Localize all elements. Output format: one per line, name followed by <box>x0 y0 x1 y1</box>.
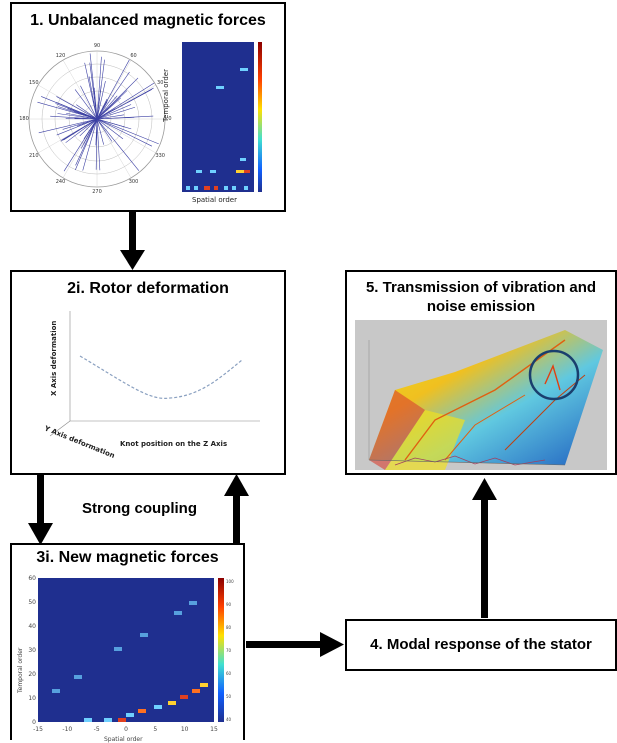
waterfall-spectrum-plot <box>355 320 607 470</box>
box4-title: 4. Modal response of the stator <box>347 636 615 653</box>
polar-angle-label: 90 <box>94 43 100 49</box>
heatmap1-xlabel: Spatial order <box>192 196 237 204</box>
arrow-box1-to-box2 <box>118 212 148 272</box>
box-vibration-noise-emission: 5. Transmission of vibration and noise e… <box>345 270 617 475</box>
arrow-box3-to-box4 <box>246 630 346 660</box>
heatmap3-colorbar-tick: 60 <box>226 671 232 676</box>
box1-title: 1. Unbalanced magnetic forces <box>12 12 284 30</box>
polar-angle-label: 60 <box>130 53 136 59</box>
heatmap3-ytick: 0 <box>32 719 36 726</box>
box5-title-line1: 5. Transmission of vibration and <box>347 279 615 296</box>
polar-angle-label: 120 <box>56 53 66 59</box>
rotor-ylabel: X Axis deformation <box>50 321 58 396</box>
rotor-xlabel: Knot position on the Z Axis <box>120 440 227 448</box>
heatmap1 <box>182 42 262 192</box>
heatmap3-xtick: -10 <box>62 726 72 733</box>
heatmap1-ylabel: Temporal order <box>162 69 170 122</box>
heatmap3-ylabel: Temporal order <box>17 647 24 694</box>
polar-angle-label: 300 <box>129 179 139 185</box>
arrow-box3-to-box2 <box>222 474 252 546</box>
heatmap3-xtick: -15 <box>33 726 43 733</box>
arrow-box2-to-box3 <box>26 475 56 547</box>
box-new-magnetic-forces: 3i. New magnetic forces Temporal order <box>10 543 245 740</box>
box-unbalanced-magnetic-forces: 1. Unbalanced magnetic forces 90 120 60 150… <box>10 2 286 212</box>
heatmap3-ytick: 40 <box>28 623 36 630</box>
rotor-deformation-plot: Knot position on the Z Axis X Axis defor… <box>20 306 280 466</box>
polar-angle-label: 270 <box>92 189 102 195</box>
heatmap3-xtick: 15 <box>210 726 218 733</box>
arrow-box4-to-box5 <box>470 478 500 618</box>
box5-title-line2: noise emission <box>347 298 615 315</box>
heatmap3-colorbar-tick: 70 <box>226 648 232 653</box>
box3-title: 3i. New magnetic forces <box>12 549 243 567</box>
rotor-zlabel: Y Axis deformation <box>42 424 116 460</box>
heatmap3-colorbar-tick: 100 <box>226 579 234 584</box>
heatmap3-colorbar-tick: 80 <box>226 625 232 630</box>
heatmap3-ytick: 20 <box>28 671 36 678</box>
heatmap3-xtick: 0 <box>124 726 128 733</box>
heatmap3-colorbar-tick: 90 <box>226 602 232 607</box>
heatmap3-colorbar-tick: 40 <box>226 717 232 722</box>
heatmap3-ytick: 50 <box>28 599 36 606</box>
heatmap3-ytick: 10 <box>28 695 36 702</box>
heatmap3-colorbar-tick: 50 <box>226 694 232 699</box>
polar-angle-label: 330 <box>155 153 165 159</box>
box-modal-response-stator: 4. Modal response of the stator <box>345 619 617 671</box>
heatmap3-ytick: 60 <box>28 575 36 582</box>
polar-angle-label: 150 <box>29 80 39 86</box>
polar-angle-label: 180 <box>19 116 29 122</box>
heatmap3-xtick: 10 <box>181 726 189 733</box>
polar-angle-label: 240 <box>56 179 66 185</box>
coupling-label: Strong coupling <box>82 500 197 517</box>
box-rotor-deformation: 2i. Rotor deformation Knot position on t… <box>10 270 286 475</box>
heatmap3-xtick: 5 <box>153 726 157 733</box>
heatmap3-xtick: -5 <box>94 726 100 733</box>
polar-angle-label: 210 <box>29 153 39 159</box>
heatmap3-ytick: 30 <box>28 647 36 654</box>
box2-title: 2i. Rotor deformation <box>12 280 284 298</box>
